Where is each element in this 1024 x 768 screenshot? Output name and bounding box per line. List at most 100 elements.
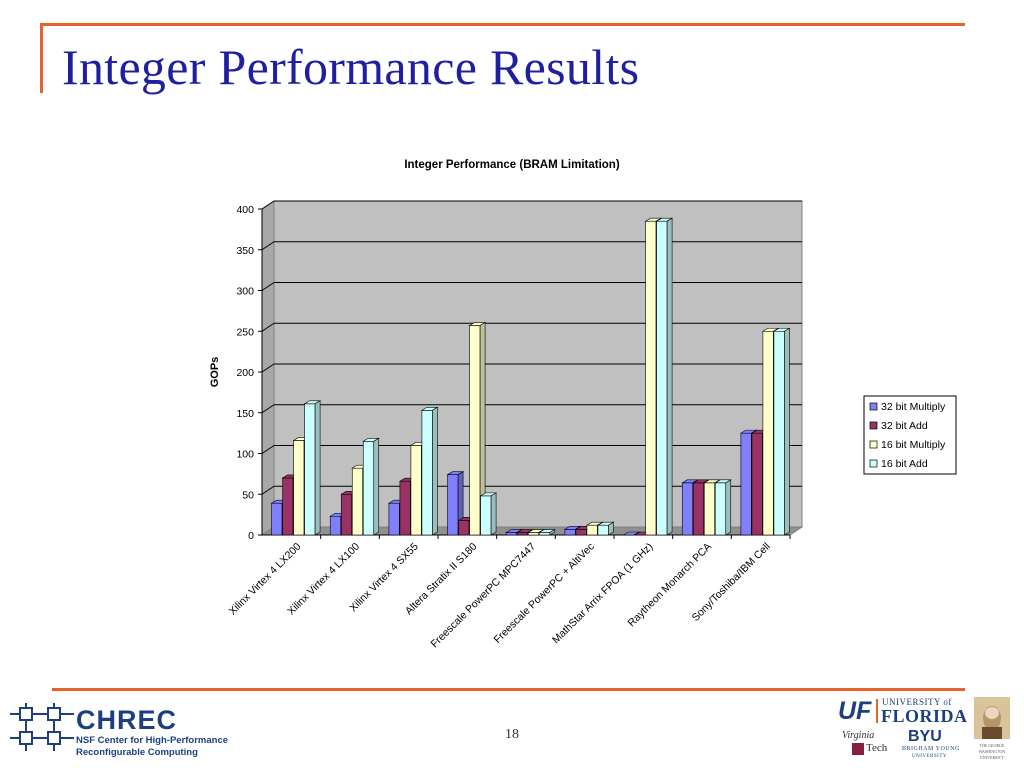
vt-virginia: Virginia [842, 730, 875, 741]
legend-swatch [869, 440, 878, 449]
y-tick-label: 0 [248, 530, 254, 542]
bar-front [516, 532, 529, 536]
svg-text:WASHINGTON: WASHINGTON [979, 749, 1006, 754]
bar-front [505, 532, 518, 536]
bar-front [564, 528, 576, 536]
gridline-side [261, 404, 275, 414]
bar-front [740, 432, 752, 536]
bar [714, 479, 732, 536]
bar-front [714, 482, 727, 536]
legend-label: 32 bit Multiply [881, 401, 946, 413]
bar-front [751, 432, 763, 536]
page-number: 18 [505, 727, 519, 742]
uf-logo: UF UNIVERSITY of FLORIDA [838, 697, 968, 727]
byu-university: UNIVERSITY [912, 754, 947, 759]
gridline-side [261, 445, 275, 454]
gridline-side [261, 363, 275, 373]
title-rule-left [40, 23, 43, 93]
bar-side [314, 400, 321, 536]
bar-front [388, 502, 400, 536]
x-category-label: Freescale PowerPC + AltiVec [492, 541, 597, 646]
legend-box [863, 395, 957, 475]
bar [479, 492, 498, 536]
legend-label: 16 bit Multiply [881, 439, 946, 451]
y-tick-label: 150 [236, 408, 254, 420]
legend-swatch [869, 402, 878, 411]
bar-side [608, 521, 614, 536]
byu-brigham-young: BRIGHAM YOUNG [902, 746, 960, 752]
bar-side [490, 492, 497, 536]
slide-title: Integer Performance Results [62, 39, 640, 95]
y-tick-label: 50 [242, 489, 254, 501]
bar-front [410, 445, 422, 536]
y-tick-label: 350 [236, 245, 254, 257]
bar-front [282, 477, 294, 536]
bar [585, 521, 604, 536]
y-axis-label: GOPs [209, 357, 221, 388]
bar-front [458, 520, 470, 536]
virginia-tech-logo: Virginia Tech [842, 730, 902, 762]
svg-text:UNIVERSITY: UNIVERSITY [980, 755, 1004, 760]
bar-front [773, 330, 785, 536]
legend-label: 16 bit Add [881, 458, 928, 470]
chrec-wordmark: CHREC [76, 705, 178, 735]
legend-label: 32 bit Add [881, 420, 928, 432]
y-tick-label: 400 [236, 204, 254, 216]
y-tick-label: 100 [236, 449, 254, 461]
y-tick-label: 250 [236, 326, 254, 338]
gridline-side [261, 282, 275, 291]
bar-front [538, 532, 551, 536]
bar-front [575, 528, 587, 536]
bar-side [666, 217, 673, 536]
bar [655, 217, 674, 536]
gridline-side [261, 322, 275, 332]
bar-front [340, 493, 353, 536]
uf-university-of: UNIVERSITY of [882, 697, 952, 707]
bar-front [645, 220, 657, 536]
bar-front [586, 524, 598, 536]
bar-front [469, 325, 481, 536]
bar-front [329, 515, 342, 536]
bar-front [351, 467, 364, 536]
bar-front [304, 403, 316, 536]
gridline-side [261, 485, 275, 495]
bar-front [362, 440, 375, 536]
legend-swatch [869, 421, 878, 430]
bar-front [480, 495, 492, 536]
bar [303, 400, 322, 536]
bar-front [692, 482, 705, 536]
gwu-portrait-logo: THE GEORGE WASHINGTON UNIVERSITY [974, 697, 1010, 760]
y-tick-label: 300 [236, 286, 254, 298]
legend-swatch [869, 459, 878, 468]
x-category-label: MathStar Arrix FPOA (1 GHz) [550, 541, 655, 646]
chrec-logo-icon [10, 703, 74, 751]
byu-logo: BYU BRIGHAM YOUNG UNIVERSITY [902, 728, 964, 760]
bar [420, 406, 439, 536]
chart-title: Integer Performance (BRAM Limitation) [404, 159, 619, 171]
chrec-subtitle-line1: NSF Center for High-Performance [76, 735, 229, 746]
bar [596, 521, 615, 536]
x-category-label: Freescale PowerPC MPC7447 [429, 541, 539, 651]
bar-side [725, 479, 732, 536]
bar-front [656, 220, 668, 536]
bar [538, 529, 556, 536]
y-tick-label: 200 [236, 367, 254, 379]
title-rule-top [40, 23, 965, 26]
bar-front [703, 482, 716, 536]
bar-front [293, 440, 305, 536]
chrec-subtitle-line2: Reconfigurable Computing [76, 747, 198, 758]
bar-side [432, 406, 438, 536]
uf-florida: FLORIDA [881, 706, 968, 726]
bar-front [421, 410, 433, 536]
bar [772, 327, 791, 536]
svg-text:THE GEORGE: THE GEORGE [980, 743, 1006, 748]
gridline-side [261, 200, 275, 210]
bar-front [597, 524, 609, 536]
gridline-side [261, 241, 275, 251]
bar-front [762, 330, 774, 536]
bar-front [271, 502, 283, 536]
footer-rule [52, 688, 965, 691]
bar [362, 437, 380, 536]
bar-front [527, 532, 540, 536]
